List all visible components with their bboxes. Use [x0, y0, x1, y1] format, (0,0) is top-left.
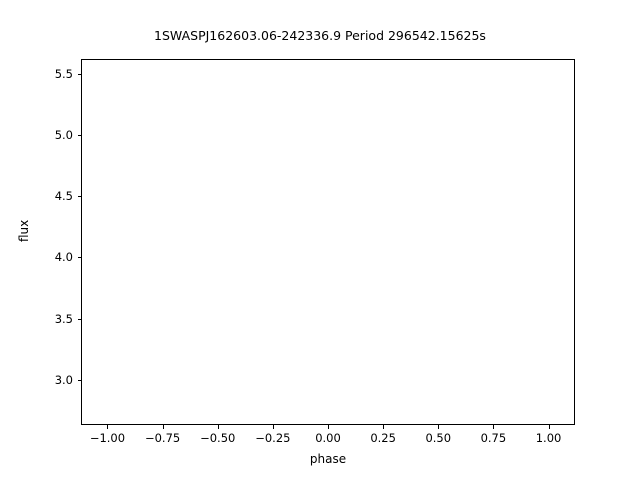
y-tick-label: 4.5 [54, 189, 73, 204]
x-tick-label: −0.75 [144, 431, 181, 445]
x-tick-label: −0.50 [200, 431, 236, 445]
x-axis-label: phase [309, 452, 347, 466]
y-tick-label: 4.0 [54, 250, 73, 265]
x-tick-mark [107, 425, 109, 429]
y-tick-label: 3.5 [54, 311, 73, 326]
y-tick-mark [77, 379, 81, 381]
x-tick-mark [272, 425, 274, 429]
x-tick-label: 0.25 [370, 431, 396, 445]
x-tick-label: −0.25 [255, 431, 291, 445]
x-tick-mark [493, 425, 495, 429]
page-title: 1SWASPJ162603.06-242336.9 Period 296542.… [154, 28, 486, 43]
x-tick-mark [162, 425, 164, 429]
x-tick-mark [548, 425, 550, 429]
y-tick-label: 3.0 [54, 372, 73, 387]
y-tick-mark [77, 318, 81, 320]
x-tick-mark [383, 425, 385, 429]
x-tick-mark [217, 425, 219, 429]
y-tick-mark [77, 257, 81, 259]
y-tick-mark [77, 196, 81, 198]
plot-axes [81, 59, 575, 425]
y-tick-mark [77, 134, 81, 136]
x-tick-label: 1.00 [535, 431, 562, 445]
y-tick-mark [77, 73, 81, 75]
x-tick-mark [328, 425, 329, 429]
y-tick-label: 5.5 [54, 66, 73, 81]
y-tick-label: 5.0 [54, 127, 73, 142]
y-axis-label: flux [17, 219, 31, 242]
x-tick-label: 0.75 [480, 431, 507, 445]
scatter-plot-canvas [81, 59, 575, 425]
x-tick-label: 0.00 [315, 431, 341, 445]
x-tick-label: −1.00 [89, 431, 126, 445]
x-tick-mark [438, 425, 440, 429]
x-tick-label: 0.50 [425, 431, 452, 445]
